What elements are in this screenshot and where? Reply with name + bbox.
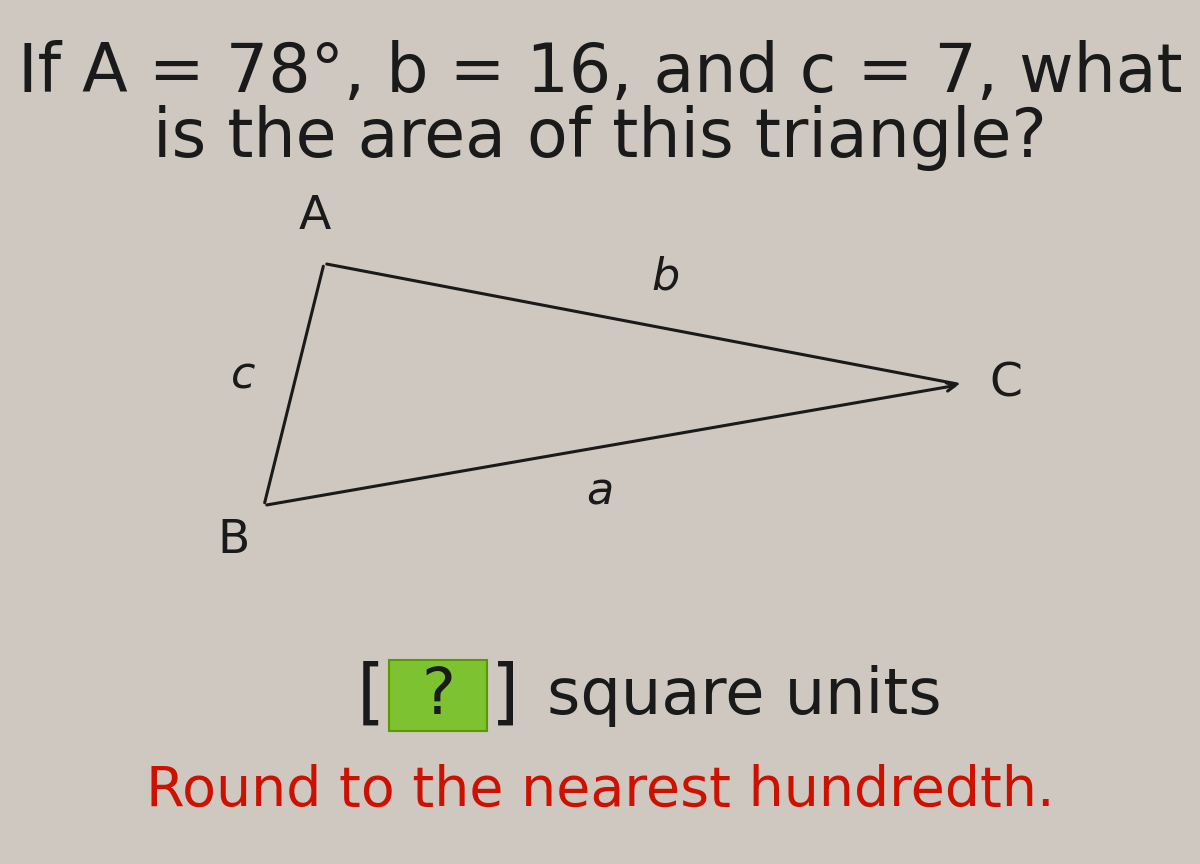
Text: B: B xyxy=(218,518,250,563)
Text: is the area of this triangle?: is the area of this triangle? xyxy=(154,105,1046,171)
Text: a: a xyxy=(587,471,613,514)
Text: [: [ xyxy=(356,661,385,730)
Text: A: A xyxy=(299,194,330,239)
Text: c: c xyxy=(232,354,256,397)
FancyBboxPatch shape xyxy=(389,660,487,731)
Text: b: b xyxy=(652,255,680,298)
Text: C: C xyxy=(989,362,1022,407)
Text: ?: ? xyxy=(421,664,455,727)
Text: If A = 78°, b = 16, and c = 7, what: If A = 78°, b = 16, and c = 7, what xyxy=(18,41,1182,106)
Text: Round to the nearest hundredth.: Round to the nearest hundredth. xyxy=(145,764,1055,817)
Text: ]: ] xyxy=(491,661,520,730)
Text: square units: square units xyxy=(547,664,942,727)
